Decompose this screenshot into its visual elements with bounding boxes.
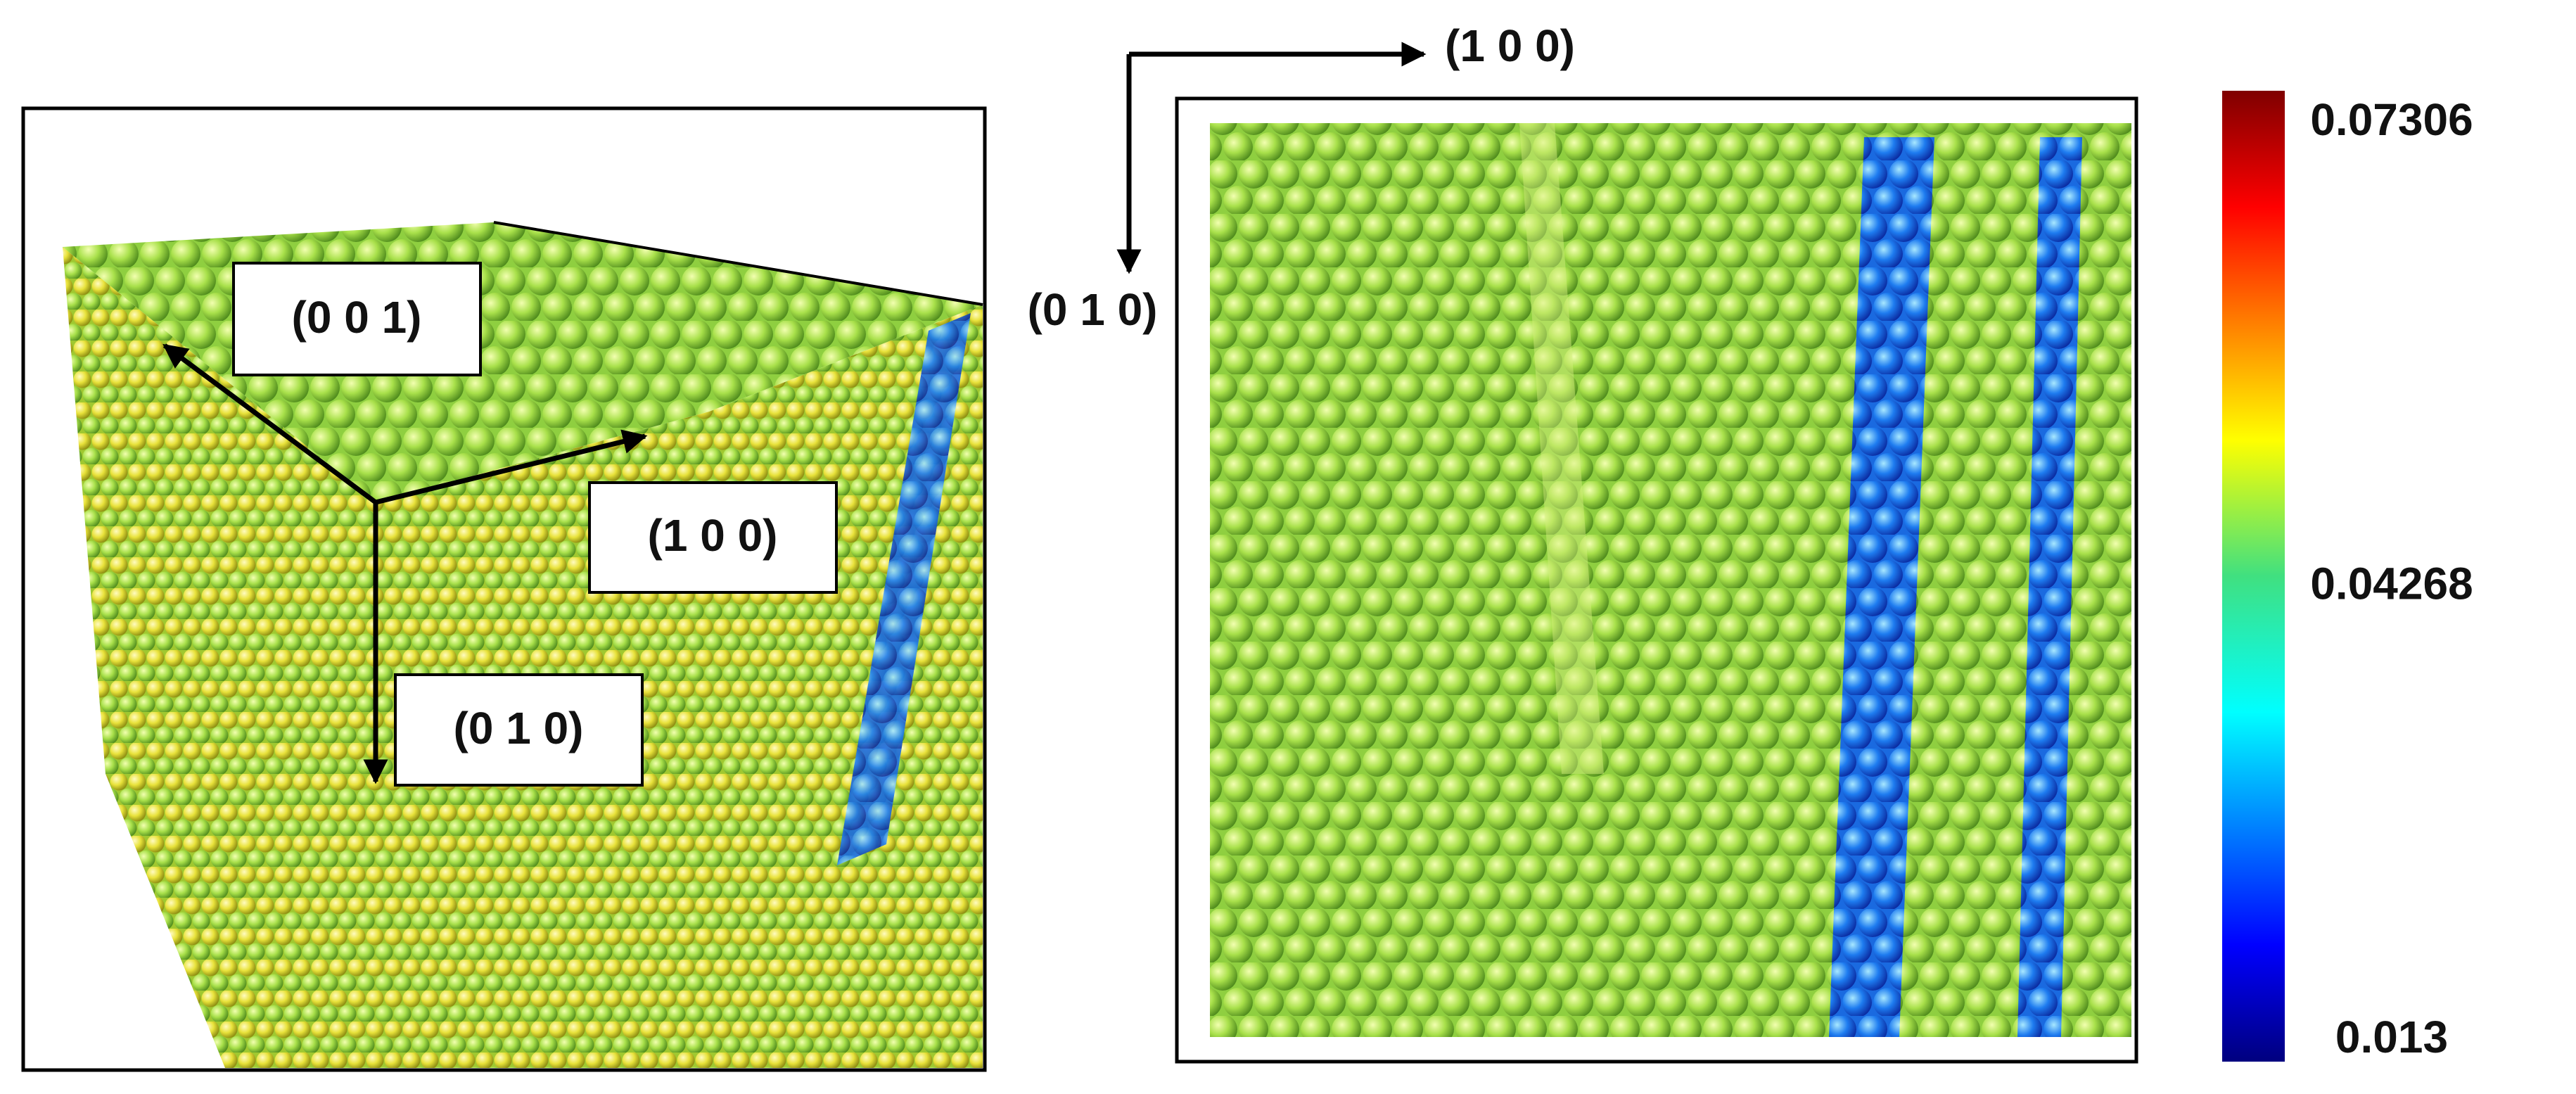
colorbar-tick-label: 0.07306 (2310, 94, 2473, 145)
edge (493, 221, 983, 306)
label-box (588, 481, 838, 594)
direction-label: (0 1 0) (1028, 284, 1158, 335)
label-box (394, 673, 644, 787)
left-panel: (0 0 1) (1 0 0) (0 1 0) (21, 106, 987, 1072)
direction-label: (0 0 1) (292, 292, 422, 343)
blue-stripe (1829, 137, 1934, 1037)
blue-stripe (2017, 137, 2082, 1037)
slip-band (1519, 123, 1604, 774)
blue-stripe (837, 313, 971, 865)
crystal-left-face (63, 247, 376, 1068)
atom-slab (1210, 123, 2131, 1037)
colorbar-gradient (2222, 91, 2285, 1062)
right-panel: (1 0 0) (0 1 0) (1028, 20, 2138, 1064)
direction-label: (1 0 0) (648, 510, 778, 561)
axis-arrow (162, 343, 378, 504)
direction-label: (0 1 0) (454, 703, 584, 753)
label-box (232, 262, 482, 376)
axis-arrow (375, 429, 648, 505)
direction-label: (1 0 0) (1445, 20, 1575, 71)
colorbar: 0.07306 0.04268 0.013 (2222, 91, 2473, 1062)
colorbar-tick-label: 0.013 (2335, 1012, 2448, 1062)
colorbar-tick-label: 0.04268 (2310, 559, 2473, 609)
